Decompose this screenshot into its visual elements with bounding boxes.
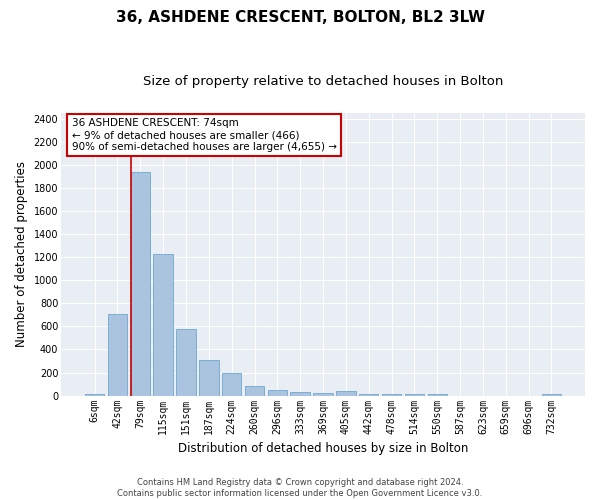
Bar — [199, 360, 218, 396]
Y-axis label: Number of detached properties: Number of detached properties — [15, 161, 28, 347]
Bar — [428, 394, 447, 396]
Bar — [108, 314, 127, 396]
Text: 36 ASHDENE CRESCENT: 74sqm
← 9% of detached houses are smaller (466)
90% of semi: 36 ASHDENE CRESCENT: 74sqm ← 9% of detac… — [71, 118, 337, 152]
Bar — [85, 394, 104, 396]
X-axis label: Distribution of detached houses by size in Bolton: Distribution of detached houses by size … — [178, 442, 468, 455]
Bar — [405, 394, 424, 396]
Bar — [154, 254, 173, 396]
Bar — [542, 394, 561, 396]
Bar — [336, 391, 356, 396]
Bar — [131, 172, 150, 396]
Bar — [268, 390, 287, 396]
Bar — [222, 372, 241, 396]
Bar — [176, 330, 196, 396]
Bar — [359, 394, 379, 396]
Bar — [313, 393, 333, 396]
Bar — [245, 386, 264, 396]
Text: Contains HM Land Registry data © Crown copyright and database right 2024.
Contai: Contains HM Land Registry data © Crown c… — [118, 478, 482, 498]
Text: 36, ASHDENE CRESCENT, BOLTON, BL2 3LW: 36, ASHDENE CRESCENT, BOLTON, BL2 3LW — [115, 10, 485, 25]
Bar — [382, 394, 401, 396]
Bar — [290, 392, 310, 396]
Title: Size of property relative to detached houses in Bolton: Size of property relative to detached ho… — [143, 75, 503, 88]
